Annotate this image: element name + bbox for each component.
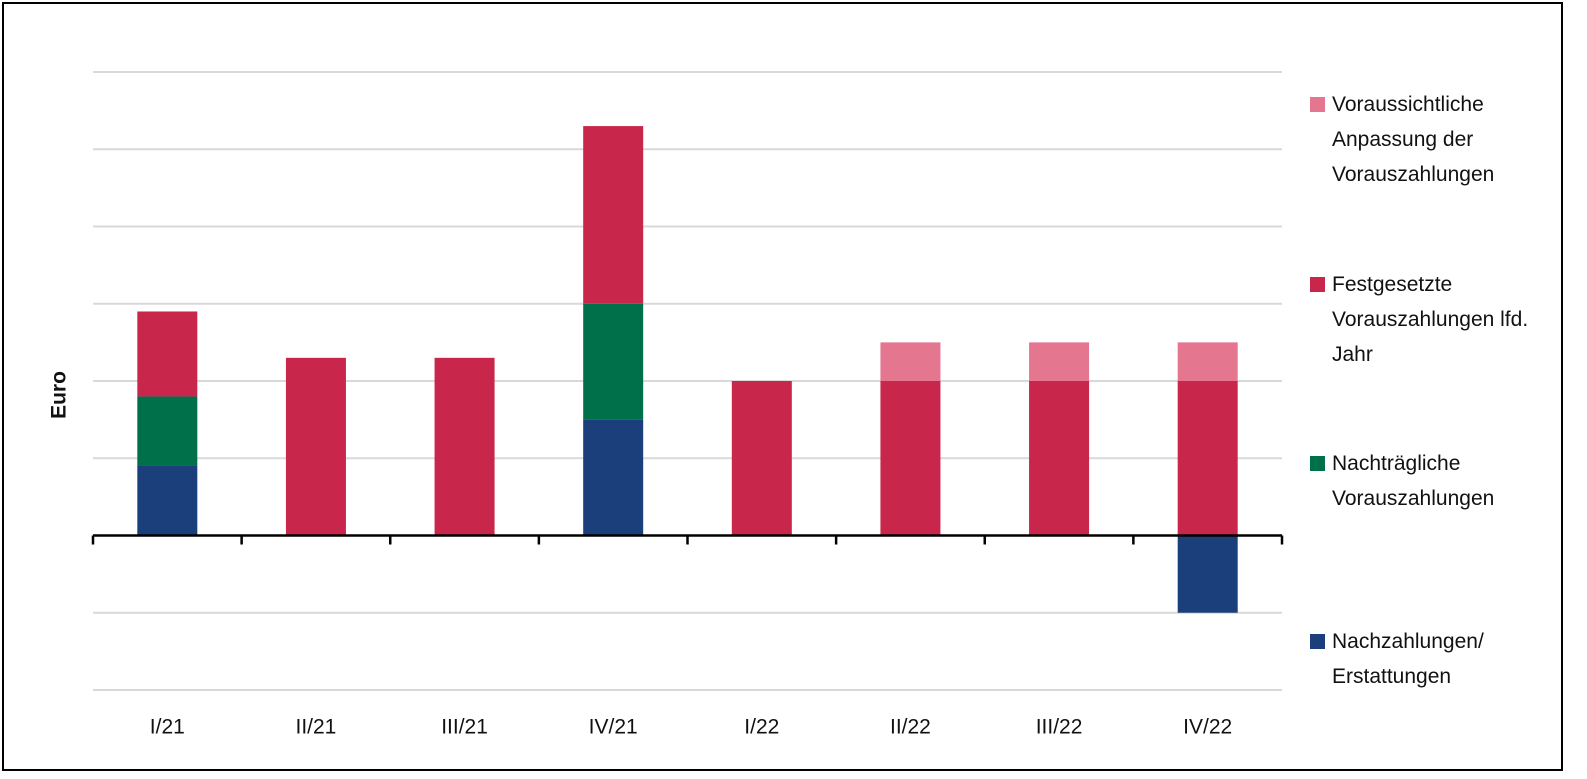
legend-label: Voraussichtliche Anpassung der Vorauszah… bbox=[1332, 93, 1494, 186]
y-axis-label: Euro bbox=[48, 371, 71, 419]
bar-segment bbox=[1029, 342, 1090, 381]
bar-segment bbox=[137, 311, 198, 397]
x-tick-label: III/22 bbox=[1036, 716, 1083, 739]
bar-segment bbox=[880, 342, 941, 381]
x-tick-label: I/22 bbox=[744, 716, 779, 739]
bar-segment bbox=[583, 126, 644, 304]
legend-label: Nachzahlungen/ Erstattungen bbox=[1332, 630, 1490, 688]
legend-swatch bbox=[1310, 277, 1325, 292]
x-tick-label: IV/21 bbox=[589, 716, 638, 739]
x-tick-label: III/21 bbox=[441, 716, 488, 739]
x-tick-label: IV/22 bbox=[1183, 716, 1232, 739]
bar-segment bbox=[731, 381, 792, 536]
bar-segment bbox=[1029, 381, 1090, 536]
x-tick-label: II/22 bbox=[890, 716, 931, 739]
bar-segment bbox=[583, 419, 644, 536]
x-tick-label: I/21 bbox=[150, 716, 185, 739]
legend-label: Festgesetzte Vorauszahlungen lfd. Jahr bbox=[1332, 273, 1534, 366]
legend-swatch bbox=[1310, 97, 1325, 112]
bar-segment bbox=[285, 357, 346, 536]
legend-label: Nachträgliche Vorauszahlungen bbox=[1332, 452, 1494, 510]
bar-segment bbox=[137, 396, 198, 466]
bar-segment bbox=[1177, 381, 1238, 536]
bar-segment bbox=[880, 381, 941, 536]
bar-segment bbox=[137, 465, 198, 536]
legend-swatch bbox=[1310, 634, 1325, 649]
bar-segment bbox=[434, 357, 495, 536]
x-tick-label: II/21 bbox=[296, 716, 337, 739]
legend-swatch bbox=[1310, 456, 1325, 471]
bar-segment bbox=[1177, 342, 1238, 381]
bar-segment bbox=[583, 303, 644, 420]
bar-segment bbox=[1177, 535, 1238, 613]
